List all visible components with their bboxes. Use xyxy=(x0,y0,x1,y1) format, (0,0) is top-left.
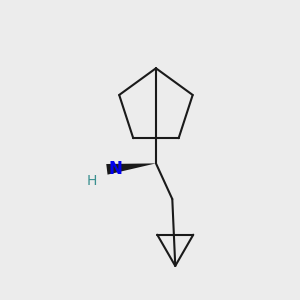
Text: H: H xyxy=(87,174,97,188)
Text: N: N xyxy=(108,160,122,178)
Polygon shape xyxy=(106,164,156,175)
